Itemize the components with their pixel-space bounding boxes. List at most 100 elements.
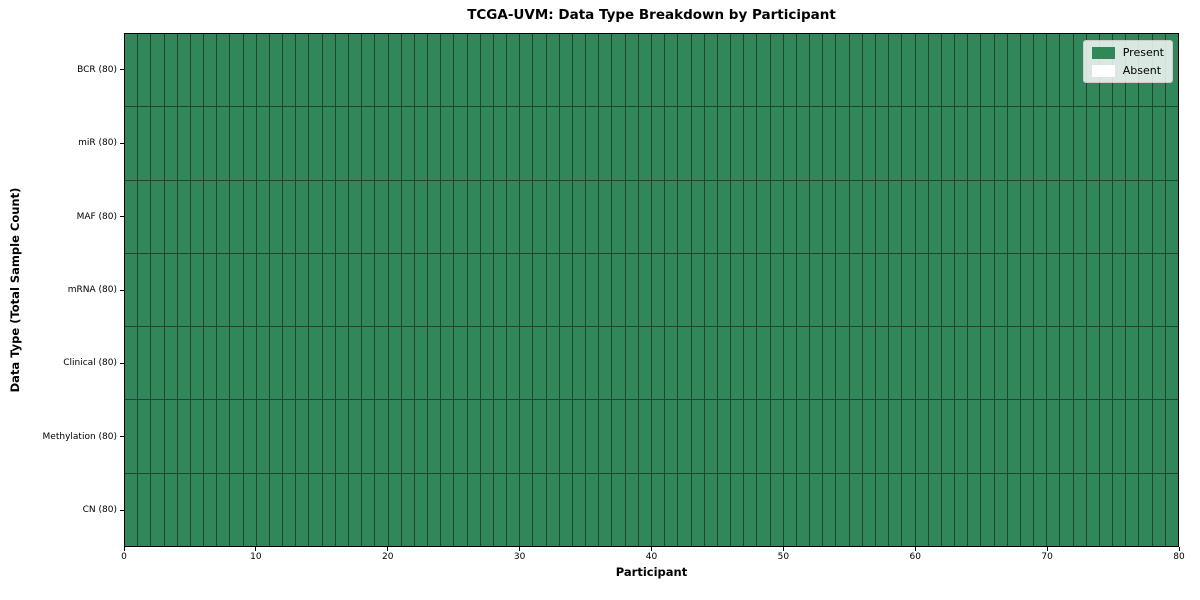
heatmap-cell — [414, 34, 428, 107]
heatmap-cell — [414, 253, 428, 327]
heatmap-cell — [968, 253, 981, 327]
heatmap-cell — [915, 34, 928, 107]
heatmap-cell — [1165, 180, 1178, 253]
heatmap-cell — [177, 400, 190, 473]
heatmap-cell — [704, 253, 717, 327]
heatmap-cell — [704, 180, 717, 253]
heatmap-cell — [309, 473, 322, 546]
heatmap-cell — [1060, 327, 1073, 400]
heatmap-cell — [362, 253, 375, 327]
heatmap-cell — [1126, 180, 1139, 253]
heatmap-cell — [915, 327, 928, 400]
heatmap-cell — [243, 180, 256, 253]
heatmap-cell — [586, 400, 599, 473]
heatmap-cell — [612, 107, 625, 180]
heatmap-cell — [783, 327, 796, 400]
heatmap-cell — [256, 180, 269, 253]
heatmap-cell — [704, 107, 717, 180]
heatmap-cell — [1060, 400, 1073, 473]
heatmap-cell — [335, 34, 348, 107]
heatmap-cell — [823, 327, 836, 400]
heatmap-cell — [796, 327, 810, 400]
heatmap-cell — [269, 34, 283, 107]
y-tick-mark — [120, 142, 124, 144]
heatmap-cell — [1020, 107, 1034, 180]
heatmap-cell — [836, 327, 849, 400]
heatmap-cell — [348, 253, 362, 327]
heatmap-cell — [230, 107, 243, 180]
heatmap-cell — [665, 473, 678, 546]
heatmap-cell — [1060, 107, 1073, 180]
heatmap-cell — [678, 180, 691, 253]
heatmap-cell — [994, 34, 1007, 107]
heatmap-cell — [836, 180, 849, 253]
heatmap-cell — [243, 327, 256, 400]
heatmap-cell — [217, 180, 230, 253]
y-tick-mark — [120, 216, 124, 218]
y-tick-mark — [120, 289, 124, 291]
heatmap-cell — [823, 400, 836, 473]
heatmap-cell — [428, 107, 441, 180]
heatmap-cell — [889, 327, 902, 400]
heatmap-cell — [572, 400, 586, 473]
heatmap-cell — [612, 400, 625, 473]
heatmap-cell — [125, 473, 138, 546]
heatmap-cell — [428, 34, 441, 107]
heatmap-cell — [810, 253, 823, 327]
heatmap-cell — [309, 253, 322, 327]
heatmap-cell — [1073, 180, 1086, 253]
heatmap-cell — [902, 34, 915, 107]
heatmap-cell — [599, 400, 612, 473]
heatmap-cell — [586, 253, 599, 327]
heatmap-cell — [256, 34, 269, 107]
heatmap-cell — [388, 180, 401, 253]
heatmap-cell — [1060, 180, 1073, 253]
legend: Present Absent — [1082, 40, 1173, 83]
heatmap-cell — [125, 400, 138, 473]
heatmap-cell — [717, 473, 731, 546]
heatmap-cell — [889, 34, 902, 107]
heatmap-cell — [414, 180, 428, 253]
heatmap-cell — [810, 327, 823, 400]
heatmap-cell — [164, 327, 177, 400]
heatmap-cell — [401, 473, 414, 546]
heatmap-cell — [652, 107, 665, 180]
heatmap-cell — [849, 34, 862, 107]
heatmap-cell — [955, 473, 968, 546]
heatmap-cell — [941, 473, 955, 546]
heatmap-cell — [388, 400, 401, 473]
heatmap-cell — [994, 253, 1007, 327]
heatmap-cell — [1007, 180, 1020, 253]
heatmap-cell — [375, 400, 388, 473]
heatmap-cell — [375, 253, 388, 327]
heatmap-cell — [269, 327, 283, 400]
heatmap-cell — [256, 473, 269, 546]
y-tick-label: Clinical (80) — [63, 358, 117, 369]
heatmap-cell — [625, 253, 638, 327]
heatmap-cell — [875, 400, 889, 473]
heatmap-cell — [454, 34, 467, 107]
heatmap-cell — [335, 473, 348, 546]
heatmap-cell — [348, 34, 362, 107]
heatmap-cell — [1086, 327, 1099, 400]
heatmap-cell — [467, 400, 480, 473]
heatmap-cell — [889, 180, 902, 253]
heatmap-cell — [243, 253, 256, 327]
heatmap-cell — [283, 253, 296, 327]
heatmap-cell — [849, 180, 862, 253]
x-tick-label: 10 — [250, 552, 262, 562]
x-tick-mark — [1046, 547, 1048, 551]
heatmap-cell — [388, 34, 401, 107]
heatmap-cell — [717, 253, 731, 327]
heatmap-cell — [375, 107, 388, 180]
heatmap-cell — [717, 107, 731, 180]
heatmap-cell — [612, 327, 625, 400]
heatmap-cell — [1152, 107, 1165, 180]
heatmap-cell — [559, 327, 572, 400]
heatmap-cell — [204, 400, 217, 473]
heatmap-cell — [348, 107, 362, 180]
heatmap-cell — [994, 180, 1007, 253]
heatmap-cell — [441, 107, 454, 180]
heatmap-cell — [1020, 327, 1034, 400]
heatmap-cell — [638, 107, 651, 180]
